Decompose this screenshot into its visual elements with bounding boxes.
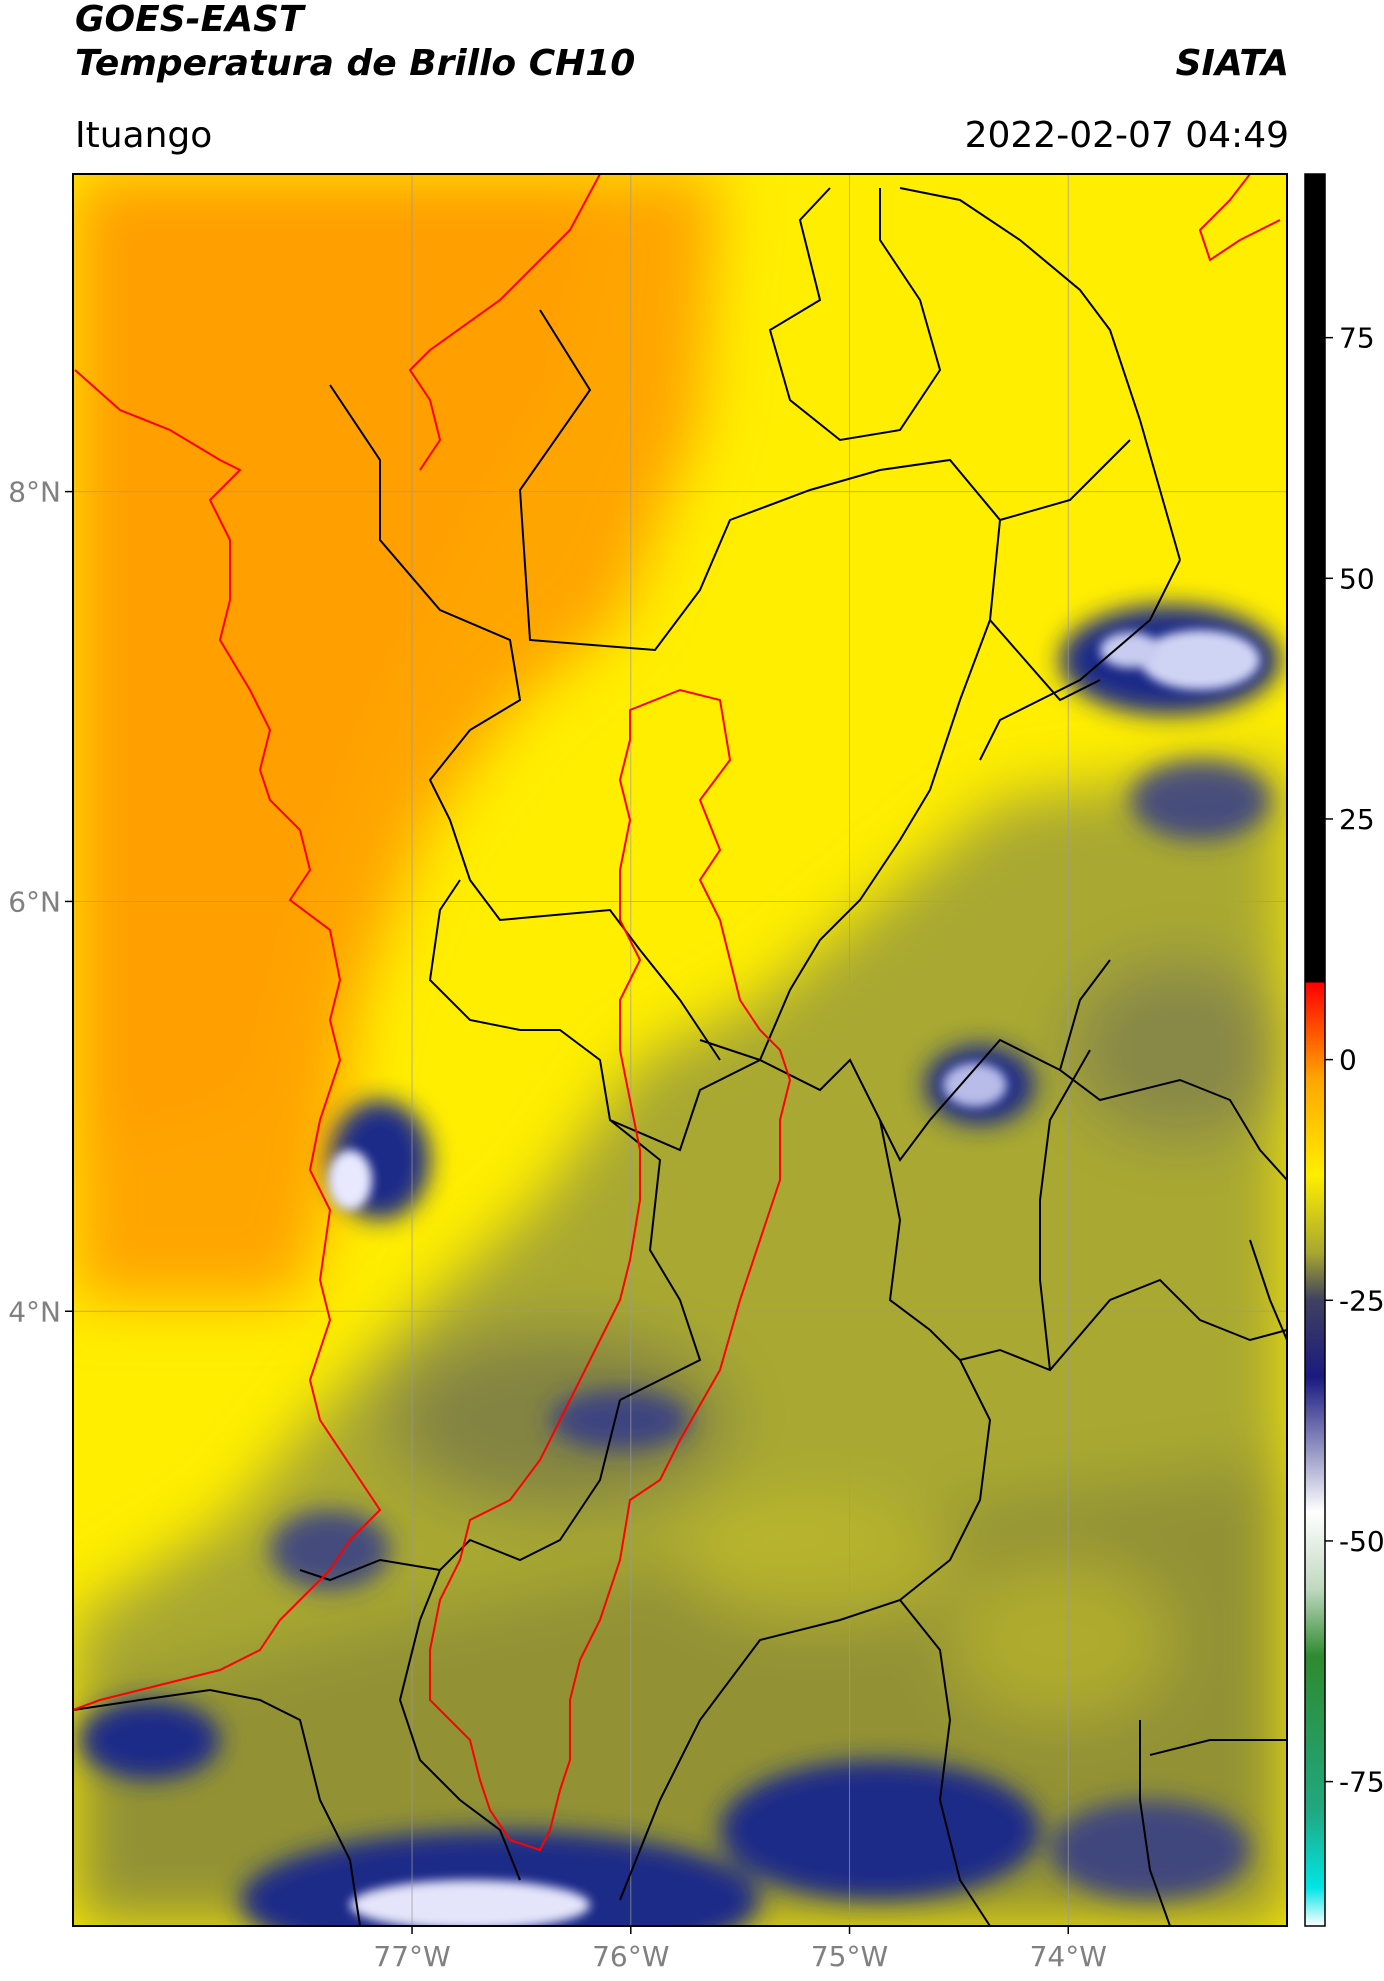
gridlines: [73, 174, 1287, 1926]
x-tick-label: 74°W: [1030, 1940, 1107, 1973]
x-tick-label: 75°W: [811, 1940, 888, 1973]
coldest-cloud-tops: [328, 630, 1260, 1926]
department-borders: [73, 187, 1287, 1926]
location-label: Ituango: [75, 115, 213, 156]
colorbar: 75 50 25 0 -25 -50 -75: [1304, 173, 1384, 1927]
colorbar-ticks: 75 50 25 0 -25 -50 -75: [1325, 322, 1384, 1799]
title-satellite: GOES-EAST: [75, 0, 304, 40]
y-tick-label: 6°N: [8, 885, 61, 918]
colorbar-tick-label: 50: [1339, 562, 1375, 595]
x-tick-label: 77°W: [373, 1940, 450, 1973]
map-frame: [72, 173, 1288, 1927]
datetime-label: 2022-02-07 04:49: [964, 115, 1289, 156]
y-tick-label: 8°N: [8, 476, 61, 509]
coastline-and-watershed: [73, 174, 1281, 1852]
colorbar-tick-label: 0: [1339, 1044, 1357, 1077]
y-tick-label: 4°N: [8, 1295, 61, 1328]
colorbar-tick-label: -50: [1339, 1525, 1384, 1558]
colorbar-frame: [1304, 173, 1326, 1927]
colorbar-tick-label: -25: [1339, 1284, 1384, 1317]
colorbar-tick-label: 25: [1339, 803, 1375, 836]
y-axis: 8°N 6°N 4°N: [8, 476, 73, 1328]
title-product: Temperatura de Brillo CH10: [75, 43, 636, 84]
organization-label: SIATA: [1175, 43, 1289, 84]
map-panel[interactable]: [73, 174, 1290, 1970]
x-axis: 77°W 76°W 75°W 74°W: [373, 1926, 1107, 1973]
colorbar-tick-label: -75: [1339, 1766, 1384, 1799]
colorbar-tick-label: 75: [1339, 322, 1375, 355]
warm-regions: [73, 174, 720, 1300]
x-tick-label: 76°W: [592, 1940, 669, 1973]
colorbar-gradient: [1305, 174, 1325, 1926]
